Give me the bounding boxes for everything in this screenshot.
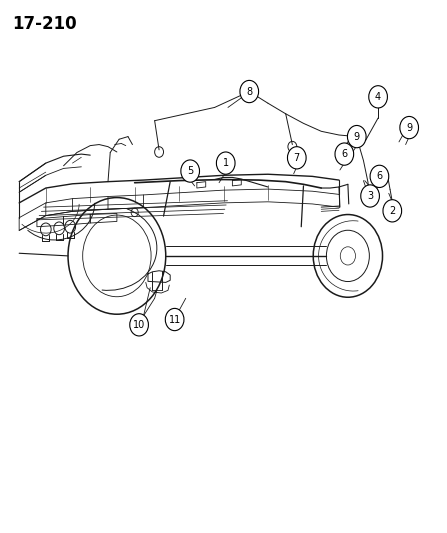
Circle shape [240,80,259,103]
Text: 6: 6 [376,172,383,181]
Circle shape [130,314,148,336]
Text: 9: 9 [406,123,412,133]
Circle shape [216,152,235,174]
Text: 5: 5 [187,166,193,176]
Text: 7: 7 [294,153,300,163]
Circle shape [370,165,389,188]
Circle shape [181,160,199,182]
Circle shape [287,147,306,169]
Circle shape [335,143,354,165]
Circle shape [383,200,402,222]
Text: 11: 11 [169,314,181,325]
Text: 17-210: 17-210 [13,14,77,33]
Circle shape [347,125,366,148]
Circle shape [400,116,418,139]
Text: 9: 9 [354,132,360,142]
Text: 10: 10 [133,320,145,330]
Circle shape [369,86,388,108]
Text: 4: 4 [375,92,381,102]
Text: 3: 3 [367,191,373,201]
Circle shape [165,309,184,330]
Text: 8: 8 [246,86,252,96]
Text: 2: 2 [389,206,396,216]
Text: 6: 6 [341,149,347,159]
Circle shape [361,185,380,207]
Text: 1: 1 [223,158,229,168]
